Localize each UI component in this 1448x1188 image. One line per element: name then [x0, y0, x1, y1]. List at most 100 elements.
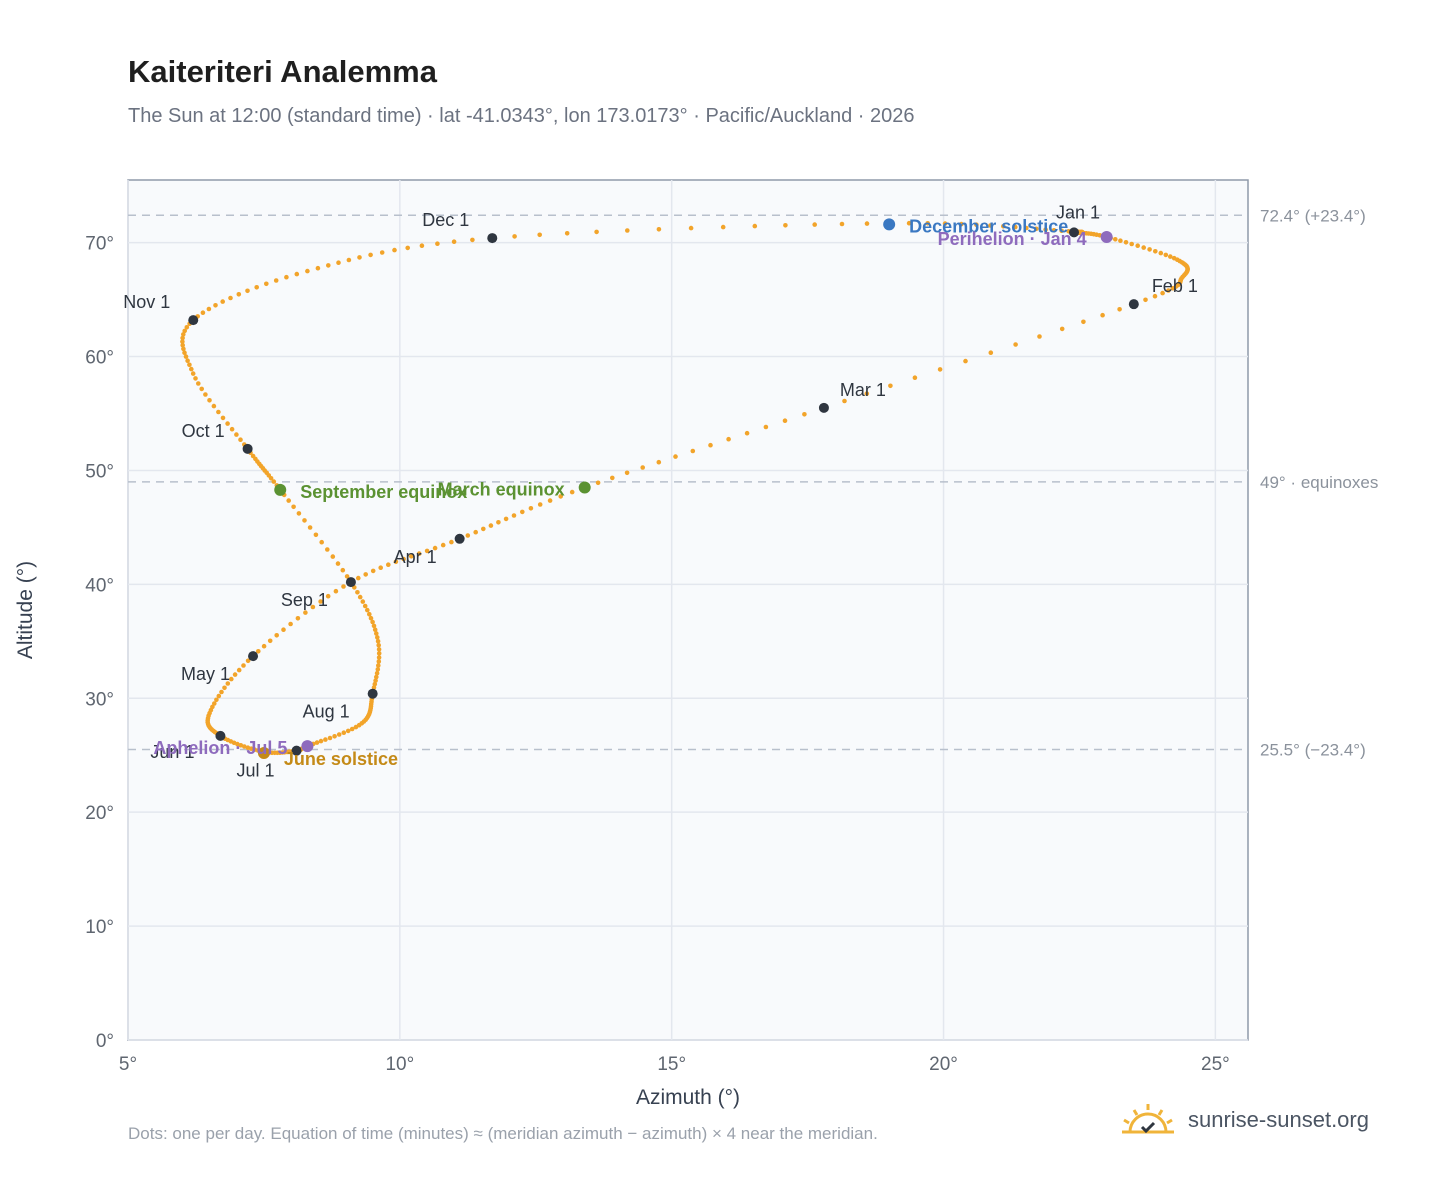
daily-sun-dot [744, 430, 750, 436]
daily-sun-dot [203, 392, 208, 397]
event-marker-dot [883, 218, 896, 231]
daily-sun-dot [229, 426, 235, 432]
daily-sun-dot [330, 554, 336, 559]
daily-sun-dot [470, 237, 475, 243]
daily-sun-dot [783, 223, 788, 228]
month-marker-dot [248, 651, 259, 662]
chart-title: Kaiteriteri Analemma [128, 54, 437, 89]
daily-sun-dot [375, 667, 381, 672]
daily-sun-dot [225, 681, 231, 686]
daily-sun-dot [942, 221, 948, 226]
daily-sun-dot [368, 615, 374, 621]
sun-icon [1122, 1104, 1174, 1134]
daily-sun-dot [511, 513, 517, 518]
daily-sun-dot [802, 412, 807, 417]
daily-sun-dot [281, 627, 286, 632]
month-markers: Jan 1 Feb 1 Mar 1 Apr 1 May 1 Jun 1 Jul 1 Aug 1… [123, 202, 1198, 780]
daily-sun-dot [357, 255, 362, 260]
daily-sun-dot [232, 672, 238, 677]
daily-sun-dot [372, 627, 378, 632]
daily-sun-dot [190, 371, 196, 376]
x-tick-label: 15° [657, 1054, 686, 1075]
daily-sun-dot [357, 594, 363, 600]
daily-sun-dot [488, 523, 494, 528]
daily-sun-dot [376, 647, 382, 652]
daily-sun-dot [254, 285, 259, 290]
daily-sun-dot [752, 223, 758, 229]
daily-sun-dot [1001, 224, 1006, 229]
daily-sun-dot [349, 726, 355, 732]
daily-sun-dot [365, 607, 370, 613]
event-marker-dot [578, 481, 591, 494]
daily-sun-dot [196, 381, 201, 386]
daily-sun-dot [564, 231, 570, 236]
x-tick-label: 20° [929, 1054, 958, 1075]
daily-sun-dot [435, 241, 440, 246]
daily-sun-dot [216, 693, 222, 699]
daily-sun-dot [481, 526, 486, 532]
daily-sun-dot [370, 619, 375, 625]
daily-sun-dot [1143, 297, 1148, 303]
month-marker-dot [242, 443, 253, 454]
axis-ticks: 5° 10° 15° 20° 25° 0° 10° 20° 30° 40° 50° 60° 70° [85, 234, 1229, 1075]
daily-sun-dot [216, 409, 221, 415]
daily-sun-dot [401, 556, 406, 562]
daily-sun-dot [213, 303, 218, 308]
month-marker-dot [818, 402, 829, 413]
daily-sun-dot [1059, 326, 1065, 332]
daily-sun-dot [451, 239, 457, 244]
y-tick-label: 0° [96, 1031, 114, 1052]
daily-sun-dot [688, 225, 694, 231]
daily-sun-dot [1163, 252, 1169, 258]
daily-sun-dot [182, 328, 187, 334]
daily-sun-dot [1118, 238, 1123, 243]
daily-sun-dot [185, 358, 190, 364]
daily-sun-dot [432, 545, 438, 551]
month-marker-label: Dec 1 [422, 210, 469, 230]
daily-sun-dot [473, 529, 479, 535]
daily-sun-dot [1043, 227, 1048, 232]
daily-sun-dot [333, 588, 339, 594]
month-marker-dot [345, 577, 356, 588]
month-marker-dot [1069, 227, 1080, 238]
daily-sun-dot [379, 250, 385, 255]
daily-sun-dot [373, 678, 378, 683]
month-marker-dot [215, 730, 226, 741]
daily-sun-dot [424, 548, 430, 554]
daily-sun-dot [261, 643, 267, 649]
daily-sun-dot [906, 220, 912, 226]
daily-sun-dot [547, 498, 553, 503]
daily-sun-dot [336, 260, 341, 266]
daily-sun-dot [183, 354, 189, 359]
daily-sun-dot [214, 697, 219, 703]
daily-sun-dot [307, 525, 313, 530]
daily-sun-dot [255, 649, 261, 654]
daily-sun-dot [409, 554, 414, 559]
daily-sun-dot [211, 403, 217, 409]
daily-sun-dot [1170, 286, 1176, 291]
daily-sun-dot [267, 638, 273, 644]
daily-sun-dot [937, 367, 943, 372]
daily-sun-dot [367, 611, 372, 617]
daily-sun-dot [200, 310, 206, 316]
daily-sun-dot [325, 593, 331, 599]
daily-sun-dot [344, 574, 350, 579]
daily-sun-dot [520, 509, 525, 515]
month-marker-dot [188, 315, 199, 326]
daily-sun-dot [291, 504, 296, 510]
daily-sun-dot [1147, 247, 1152, 252]
daily-sun-dot [212, 701, 217, 706]
daily-sun-dot [690, 448, 696, 454]
daily-sun-dot [238, 437, 243, 443]
y-tick-label: 70° [85, 234, 114, 255]
daily-sun-dot [656, 459, 662, 465]
y-tick-label: 50° [85, 461, 114, 482]
brand-logo[interactable]: sunrise-sunset.org [1120, 1102, 1369, 1138]
y-tick-label: 60° [85, 348, 114, 369]
y-tick-label: 10° [85, 917, 114, 938]
daily-sun-dot [763, 424, 769, 430]
daily-sun-dot [1153, 249, 1158, 254]
daily-sun-dot [782, 418, 788, 424]
daily-sun-dot [318, 599, 323, 604]
daily-sun-dot [1037, 334, 1042, 339]
